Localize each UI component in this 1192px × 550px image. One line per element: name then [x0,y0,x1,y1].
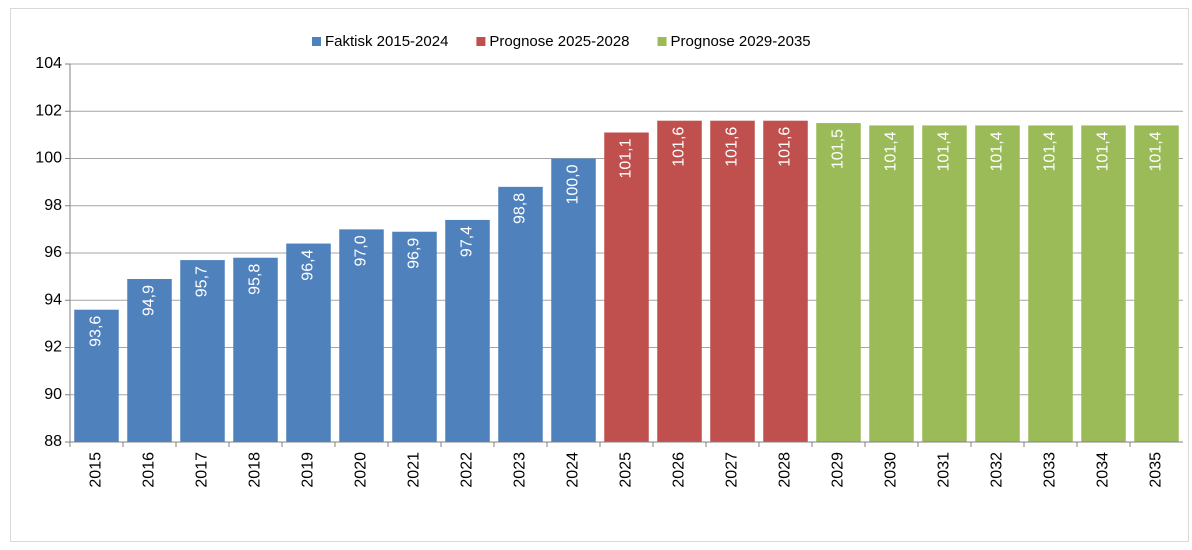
y-tick-label: 88 [44,433,62,450]
value-label: 93,6 [88,316,105,347]
value-label: 101,5 [830,129,847,169]
value-label: 101,6 [777,127,794,167]
bar [1134,125,1179,443]
bar [392,231,437,442]
x-tick-label: 2026 [671,452,688,488]
y-tick-label: 100 [35,150,62,167]
x-tick-label: 2025 [618,452,635,488]
value-label: 96,9 [406,238,423,269]
y-tick-label: 96 [44,244,62,261]
x-tick-label: 2018 [247,452,264,488]
value-label: 101,6 [724,127,741,167]
y-tick-label: 102 [35,102,62,119]
bar [604,132,649,442]
bar [127,278,172,442]
value-label: 101,1 [618,138,635,178]
bar [339,229,384,442]
x-tick-label: 2022 [459,452,476,488]
bar [763,120,808,442]
bar [445,219,490,442]
value-label: 101,4 [1042,131,1059,171]
x-tick-label: 2031 [936,452,953,488]
bar [74,309,119,442]
value-label: 101,4 [1095,131,1112,171]
bar [816,123,861,442]
x-tick-label: 2024 [565,452,582,488]
x-tick-label: 2020 [353,452,370,488]
x-tick-label: 2034 [1095,452,1112,488]
x-tick-label: 2019 [300,452,317,488]
bar [1081,125,1126,443]
legend-swatch [476,37,486,46]
bar [922,125,967,443]
value-label: 95,8 [247,264,264,295]
bar [180,260,225,442]
y-tick-label: 92 [44,339,62,356]
value-label: 101,6 [671,127,688,167]
bar [551,158,596,442]
x-tick-label: 2028 [777,452,794,488]
y-tick-label: 90 [44,386,62,403]
bar [657,120,702,442]
value-label: 100,0 [565,164,582,204]
y-tick-label: 94 [44,291,62,308]
value-label: 95,7 [194,266,211,297]
value-label: 101,4 [936,131,953,171]
value-label: 97,0 [353,235,370,266]
legend-swatch [312,37,321,46]
value-label: 94,9 [141,285,158,316]
bar [869,125,914,443]
x-tick-label: 2032 [989,452,1006,488]
legend-label: Prognose 2025-2028 [489,33,629,50]
bar [975,125,1020,443]
value-label: 101,4 [1148,131,1165,171]
value-label: 101,4 [883,131,900,171]
legend-label: Faktisk 2015-2024 [325,33,448,50]
x-tick-label: 2017 [194,452,211,488]
x-tick-label: 2027 [724,452,741,488]
legend-label: Prognose 2029-2035 [671,33,811,50]
bar [710,120,755,442]
x-tick-label: 2016 [141,452,158,488]
x-tick-label: 2023 [512,452,529,488]
x-tick-label: 2015 [88,452,105,488]
legend-swatch [657,37,667,46]
x-tick-label: 2030 [883,452,900,488]
value-label: 101,4 [989,131,1006,171]
bar [286,243,331,442]
bar [233,257,278,442]
value-label: 96,4 [300,249,317,280]
x-tick-label: 2033 [1042,452,1059,488]
value-label: 97,4 [459,226,476,257]
bar [498,186,543,442]
x-tick-label: 2029 [830,452,847,488]
bar [1028,125,1073,443]
x-tick-label: 2021 [406,452,423,488]
y-tick-label: 98 [44,197,62,214]
value-label: 98,8 [512,193,529,224]
x-tick-label: 2035 [1148,452,1165,488]
y-tick-label: 104 [35,55,62,72]
